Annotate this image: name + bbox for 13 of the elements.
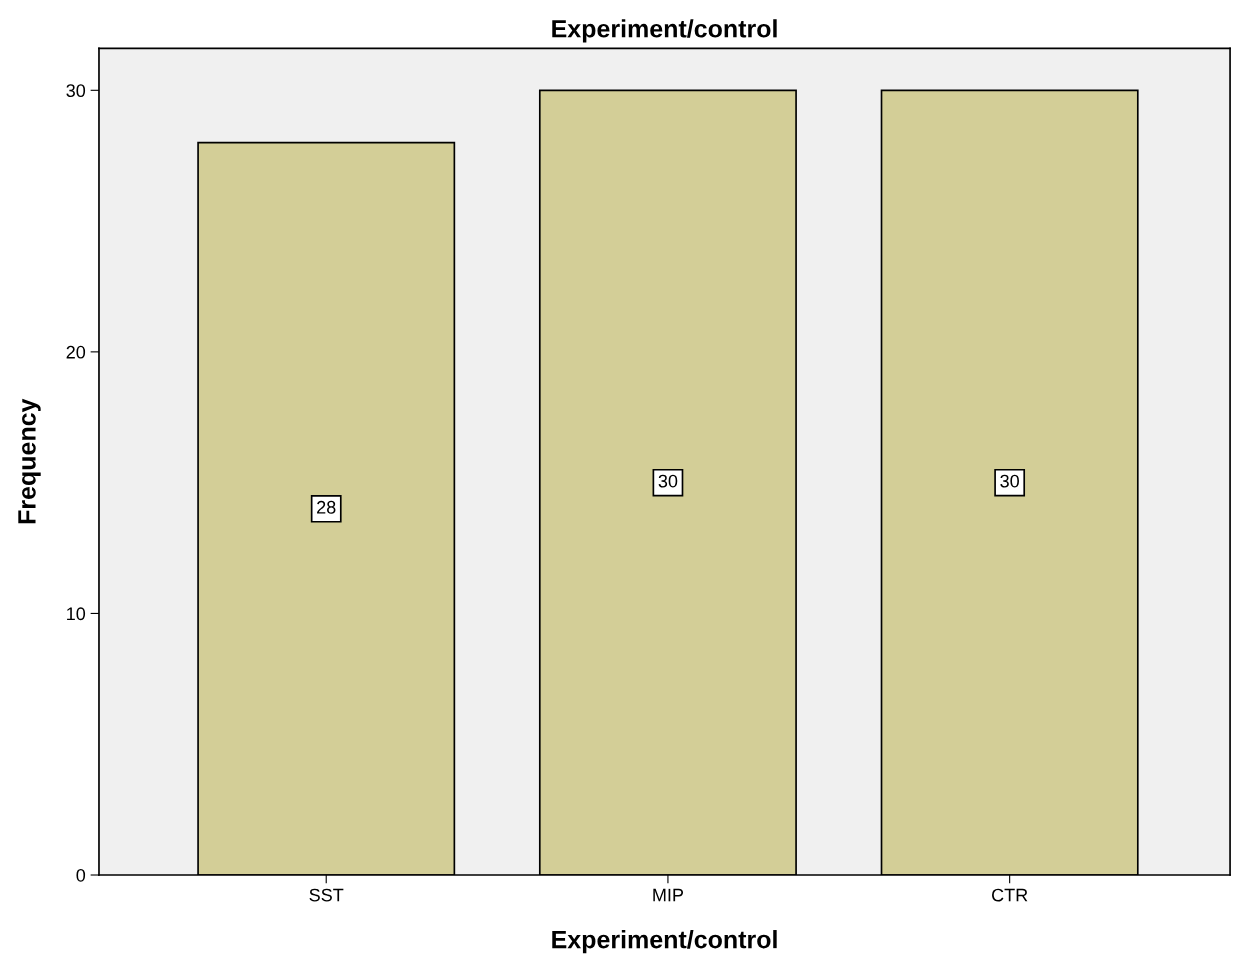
- chart-title: Experiment/control: [552, 19, 777, 43]
- x-tick-label: CTR: [992, 888, 1028, 902]
- y-axis-title: Frequency: [18, 398, 41, 524]
- y-tick-label: 0: [76, 868, 86, 882]
- x-tick-label: SST: [309, 888, 344, 902]
- y-tick-label: 10: [67, 607, 86, 621]
- x-tick-label: MIP: [653, 888, 684, 902]
- data-label: 30: [658, 474, 678, 488]
- data-label: 28: [317, 500, 336, 514]
- x-axis-title: Experiment/control: [552, 930, 777, 954]
- y-tick-label: 20: [66, 345, 86, 359]
- y-tick-label: 30: [66, 84, 86, 98]
- data-label: 30: [1000, 474, 1019, 488]
